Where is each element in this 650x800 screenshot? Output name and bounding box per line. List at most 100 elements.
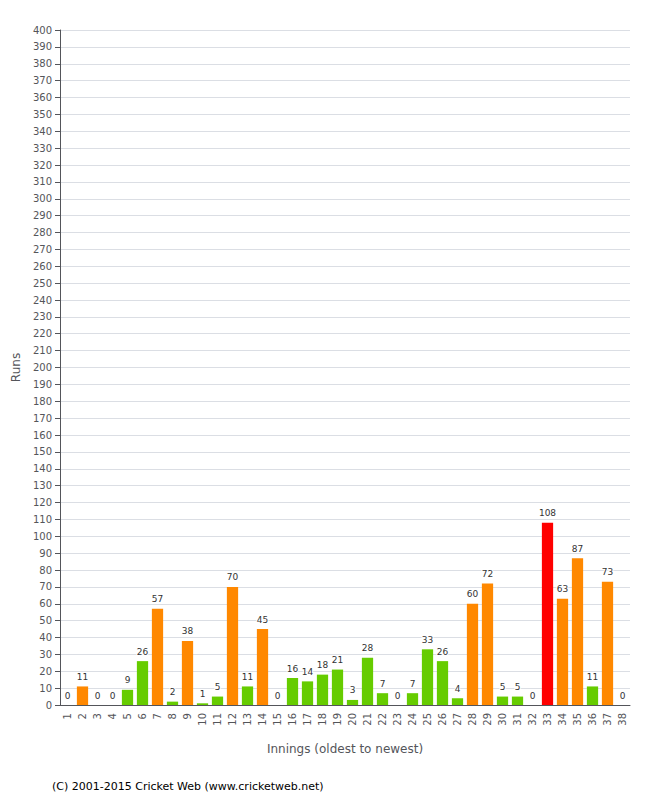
svg-text:0: 0 <box>395 691 401 701</box>
svg-text:3: 3 <box>92 713 103 719</box>
svg-text:13: 13 <box>242 713 253 726</box>
svg-text:110: 110 <box>33 514 52 525</box>
svg-text:200: 200 <box>33 362 52 373</box>
svg-text:1: 1 <box>200 689 206 699</box>
svg-text:5: 5 <box>515 682 521 692</box>
svg-text:8: 8 <box>167 713 178 719</box>
svg-text:15: 15 <box>272 713 283 726</box>
svg-text:400: 400 <box>33 25 52 36</box>
svg-text:11: 11 <box>587 672 598 682</box>
svg-text:310: 310 <box>33 176 52 187</box>
svg-text:140: 140 <box>33 463 52 474</box>
svg-text:16: 16 <box>287 713 298 726</box>
svg-text:320: 320 <box>33 160 52 171</box>
svg-text:5: 5 <box>215 682 221 692</box>
svg-text:108: 108 <box>539 508 556 518</box>
svg-text:40: 40 <box>39 632 52 643</box>
svg-text:170: 170 <box>33 413 52 424</box>
svg-text:Innings (oldest to newest): Innings (oldest to newest) <box>267 742 423 756</box>
svg-text:300: 300 <box>33 193 52 204</box>
svg-text:360: 360 <box>33 92 52 103</box>
svg-text:230: 230 <box>33 311 52 322</box>
svg-text:4: 4 <box>455 684 461 694</box>
svg-text:30: 30 <box>39 649 52 660</box>
svg-text:20: 20 <box>347 713 358 726</box>
svg-text:0: 0 <box>65 691 71 701</box>
svg-text:150: 150 <box>33 446 52 457</box>
svg-text:50: 50 <box>39 615 52 626</box>
svg-text:34: 34 <box>557 713 568 726</box>
svg-text:120: 120 <box>33 497 52 508</box>
svg-text:28: 28 <box>467 713 478 726</box>
svg-text:20: 20 <box>39 666 52 677</box>
svg-text:260: 260 <box>33 261 52 272</box>
svg-text:7: 7 <box>380 679 386 689</box>
svg-text:33: 33 <box>422 635 433 645</box>
svg-text:370: 370 <box>33 75 52 86</box>
svg-text:31: 31 <box>512 713 523 726</box>
svg-text:32: 32 <box>527 713 538 726</box>
svg-text:7: 7 <box>152 713 163 719</box>
svg-text:23: 23 <box>392 713 403 726</box>
svg-text:26: 26 <box>137 647 149 657</box>
svg-text:5: 5 <box>122 713 133 719</box>
svg-text:70: 70 <box>227 572 239 582</box>
svg-text:29: 29 <box>482 713 493 726</box>
svg-text:340: 340 <box>33 126 52 137</box>
svg-text:5: 5 <box>500 682 506 692</box>
svg-text:30: 30 <box>497 713 508 726</box>
svg-text:37: 37 <box>602 713 613 726</box>
svg-text:6: 6 <box>137 713 148 719</box>
svg-text:Runs: Runs <box>9 353 23 382</box>
svg-text:21: 21 <box>332 655 343 665</box>
svg-text:38: 38 <box>617 713 628 726</box>
svg-text:250: 250 <box>33 278 52 289</box>
svg-text:2: 2 <box>77 713 88 719</box>
svg-text:390: 390 <box>33 41 52 52</box>
svg-text:4: 4 <box>107 713 118 719</box>
svg-text:0: 0 <box>95 691 101 701</box>
svg-text:26: 26 <box>437 713 448 726</box>
svg-text:80: 80 <box>39 565 52 576</box>
svg-text:26: 26 <box>437 647 449 657</box>
svg-text:19: 19 <box>332 713 343 726</box>
svg-text:18: 18 <box>317 713 328 726</box>
svg-text:45: 45 <box>257 615 268 625</box>
svg-text:73: 73 <box>602 567 613 577</box>
svg-text:0: 0 <box>275 691 281 701</box>
svg-text:60: 60 <box>39 598 52 609</box>
svg-text:16: 16 <box>287 664 299 674</box>
svg-text:(C) 2001-2015 Cricket Web (www: (C) 2001-2015 Cricket Web (www.cricketwe… <box>52 780 324 793</box>
svg-text:9: 9 <box>182 713 193 719</box>
svg-text:10: 10 <box>197 713 208 726</box>
svg-text:270: 270 <box>33 244 52 255</box>
svg-text:25: 25 <box>422 713 433 726</box>
svg-text:63: 63 <box>557 584 568 594</box>
svg-text:100: 100 <box>33 531 52 542</box>
svg-text:90: 90 <box>39 548 52 559</box>
svg-text:72: 72 <box>482 569 493 579</box>
svg-text:17: 17 <box>302 713 313 726</box>
svg-text:210: 210 <box>33 345 52 356</box>
svg-text:60: 60 <box>467 589 479 599</box>
svg-text:14: 14 <box>302 667 314 677</box>
svg-text:11: 11 <box>77 672 88 682</box>
svg-text:180: 180 <box>33 396 52 407</box>
svg-text:0: 0 <box>530 691 536 701</box>
svg-text:12: 12 <box>227 713 238 726</box>
svg-text:0: 0 <box>620 691 626 701</box>
svg-text:70: 70 <box>39 581 52 592</box>
svg-text:2: 2 <box>170 687 176 697</box>
svg-text:24: 24 <box>407 713 418 726</box>
svg-text:36: 36 <box>587 713 598 726</box>
svg-text:27: 27 <box>452 713 463 726</box>
svg-text:3: 3 <box>350 685 356 695</box>
svg-text:14: 14 <box>257 713 268 726</box>
svg-text:38: 38 <box>182 626 194 636</box>
svg-text:18: 18 <box>317 660 329 670</box>
svg-text:87: 87 <box>572 544 583 554</box>
svg-text:33: 33 <box>542 713 553 726</box>
svg-text:35: 35 <box>572 713 583 726</box>
svg-text:57: 57 <box>152 594 163 604</box>
svg-text:290: 290 <box>33 210 52 221</box>
